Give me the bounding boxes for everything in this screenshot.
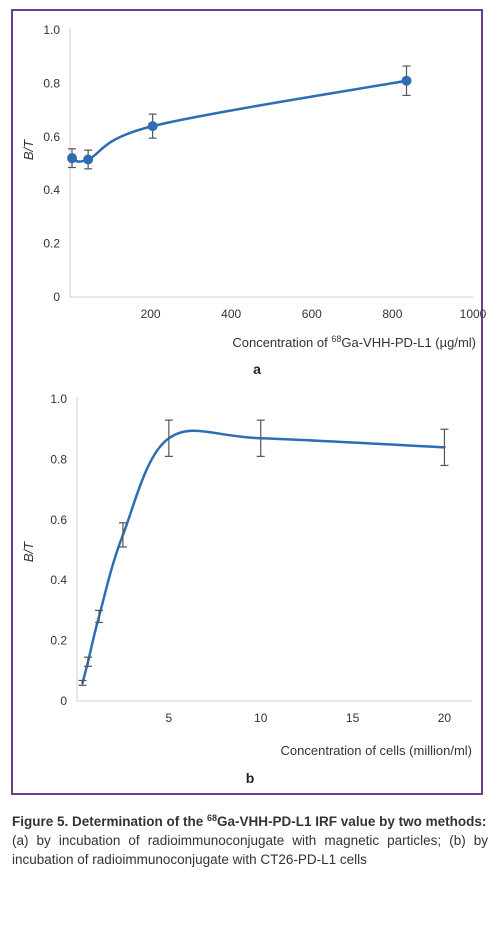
chart-b-error-bar: [78, 679, 87, 686]
chart-a-y-tick-label: 0.2: [43, 237, 60, 251]
chart-a-y-tick-label: 0.8: [43, 76, 60, 90]
chart-b-x-tick-label: 5: [166, 711, 173, 725]
chart-a-y-tick-label: 0.6: [43, 130, 60, 144]
chart-b-error-bar: [440, 428, 449, 467]
chart-a-y-axis-label: B/T: [21, 139, 36, 160]
figure-caption: Figure 5. Determination of the 68Ga-VHH-…: [12, 812, 488, 869]
chart-a-marks: [67, 28, 473, 298]
chart-a-y-tick-label: 1.0: [43, 23, 60, 37]
chart-a-x-tick-label: 600: [302, 307, 322, 321]
chart-b-x-axis-label: Concentration of cells (million/ml): [281, 743, 472, 758]
chart-b-error-bar: [95, 609, 104, 624]
chart-a-x-tick-labels: 200 400 600 800 1000: [141, 307, 487, 321]
chart-a-data-point: [147, 121, 158, 132]
chart-a-y-tick-label: 0.4: [43, 183, 60, 197]
chart-b: 0 0.2 0.4 0.6 0.8 1.0 5 10 15 20 B/T Concentrati…: [21, 392, 472, 786]
chart-a-y-tick-label: 0: [53, 290, 60, 304]
chart-b-marks: [76, 397, 472, 702]
chart-b-x-tick-label: 20: [438, 711, 452, 725]
chart-a: 0 0.2 0.4 0.6 0.8 1.0 200 400 600 800 1000 B/T Co…: [21, 23, 487, 377]
chart-a-x-tick-label: 400: [221, 307, 241, 321]
caption-body: (a) by incubation of radioimmunoconjugat…: [12, 833, 488, 867]
chart-a-x-axis-label: Concentration of 68Ga-VHH-PD-L1 (µg/ml): [232, 334, 476, 350]
chart-b-error-bar: [164, 419, 173, 457]
chart-b-error-bar: [84, 656, 93, 667]
chart-a-data-point: [83, 154, 94, 165]
chart-a-data-point: [67, 153, 78, 164]
chart-b-series-line: [81, 429, 446, 685]
chart-b-y-tick-label: 0.4: [50, 573, 67, 587]
chart-b-y-tick-labels: 0 0.2 0.4 0.6 0.8 1.0: [50, 392, 67, 708]
chart-a-x-tick-label: 1000: [460, 307, 487, 321]
chart-b-x-tick-labels: 5 10 15 20: [166, 711, 452, 725]
chart-b-y-tick-label: 0.8: [50, 452, 67, 466]
caption-title: Figure 5. Determination of the 68Ga-VHH-…: [12, 813, 487, 830]
chart-a-y-tick-labels: 0 0.2 0.4 0.6 0.8 1.0: [43, 23, 60, 304]
chart-a-x-tick-label: 200: [141, 307, 161, 321]
chart-b-x-tick-label: 15: [346, 711, 360, 725]
chart-b-y-tick-label: 0.6: [50, 513, 67, 527]
chart-b-y-tick-label: 1.0: [50, 392, 67, 406]
chart-b-error-bar: [256, 419, 265, 457]
chart-b-y-tick-label: 0.2: [50, 634, 67, 648]
chart-b-panel-label: b: [246, 770, 255, 786]
chart-a-panel-label: a: [253, 361, 261, 377]
chart-a-x-tick-label: 800: [382, 307, 402, 321]
chart-a-series-line: [70, 79, 408, 163]
chart-a-data-point: [401, 75, 412, 86]
chart-b-y-tick-label: 0: [60, 694, 67, 708]
chart-b-x-tick-label: 10: [254, 711, 268, 725]
figure-frame: [11, 9, 483, 795]
chart-b-error-bar: [118, 522, 127, 548]
chart-b-y-axis-label: B/T: [21, 541, 36, 562]
